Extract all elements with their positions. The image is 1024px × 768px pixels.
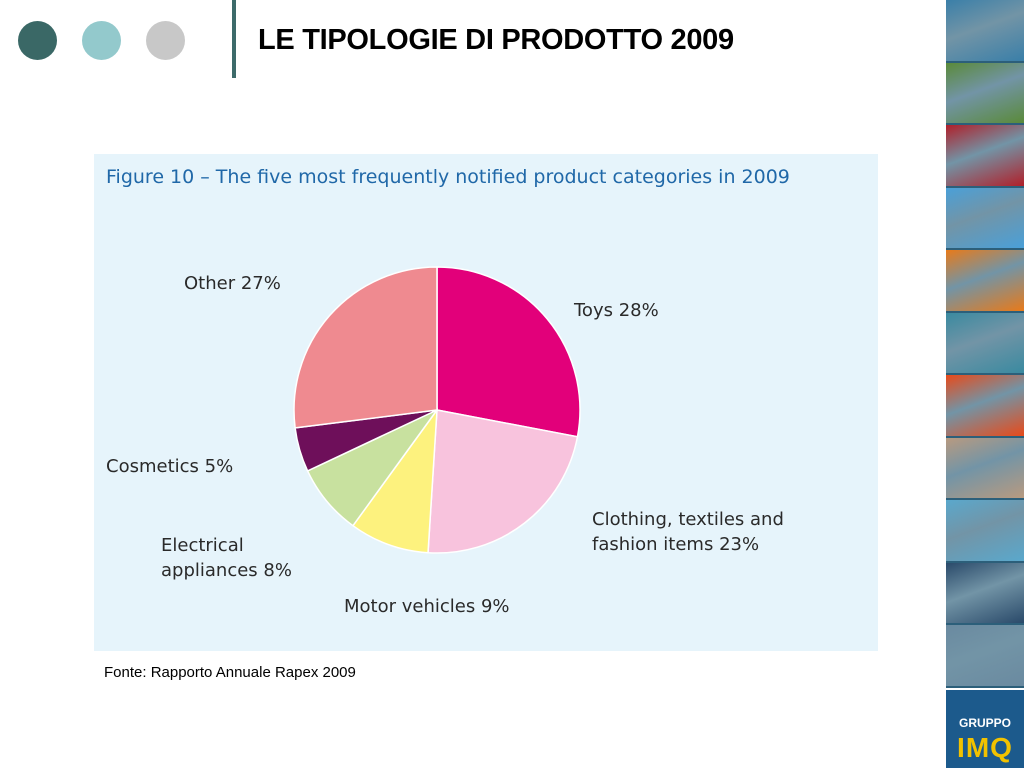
car-photo — [946, 125, 1024, 186]
source-note: Fonte: Rapporto Annuale Rapex 2009 — [104, 664, 356, 681]
slice-label-line: Cosmetics 5% — [106, 456, 233, 477]
slice-label-1: Clothing, textiles and fashion items 23% — [592, 509, 784, 555]
plant-photo — [946, 62, 1024, 124]
chart-figure: Toys 28% Clothing, textiles and fashion it… — [94, 154, 878, 651]
slice-label-0: Toys 28% — [573, 300, 659, 321]
logo-group-text: GRUPPO — [958, 716, 1011, 730]
slice-label-line: Motor vehicles 9% — [344, 596, 510, 617]
pie-chart: Toys 28% Clothing, textiles and fashion it… — [106, 266, 784, 617]
dot-teal — [82, 21, 121, 60]
blue-abstract-photo — [946, 187, 1024, 249]
flame-photo — [946, 375, 1024, 436]
photo-tiles — [946, 0, 1024, 688]
cylinder-photo — [946, 500, 1024, 561]
chart-title: Figure 10 – The five most frequently not… — [106, 166, 790, 188]
dot-dark — [18, 21, 57, 60]
slice-label-5: Other 27% — [184, 273, 281, 294]
slice-label-line: appliances 8% — [161, 560, 292, 581]
slice-label-3: Electrical appliances 8% — [161, 535, 292, 581]
logo-brand-text: IMQ — [957, 732, 1013, 763]
pie-slice-1 — [427, 409, 579, 554]
pie-slice-0 — [436, 266, 581, 438]
slice-label-line: Other 27% — [184, 273, 281, 294]
landscape-photo — [946, 562, 1024, 624]
device-photo — [946, 437, 1024, 499]
dishes-photo — [946, 625, 1024, 687]
water-photo — [946, 312, 1024, 374]
slice-label-line: fashion items 23% — [592, 534, 759, 555]
orange-abstract-photo — [946, 250, 1024, 311]
decorative-dots — [18, 21, 210, 60]
pie-slice-2 — [351, 407, 438, 554]
side-photo-strip: GRUPPO IMQ — [946, 0, 1024, 768]
slice-label-4: Cosmetics 5% — [106, 456, 233, 477]
title-divider — [232, 0, 236, 78]
imq-logo: GRUPPO IMQ — [946, 688, 1024, 768]
slice-label-line: Electrical — [161, 535, 244, 556]
pie-slice-5 — [293, 266, 438, 429]
slice-label-line: Toys 28% — [573, 300, 659, 321]
slice-label-line: Clothing, textiles and — [592, 509, 784, 530]
cables-photo — [946, 0, 1024, 61]
dot-gray — [146, 21, 185, 60]
slice-label-2: Motor vehicles 9% — [344, 596, 510, 617]
page-title: LE TIPOLOGIE DI PRODOTTO 2009 — [258, 24, 734, 56]
